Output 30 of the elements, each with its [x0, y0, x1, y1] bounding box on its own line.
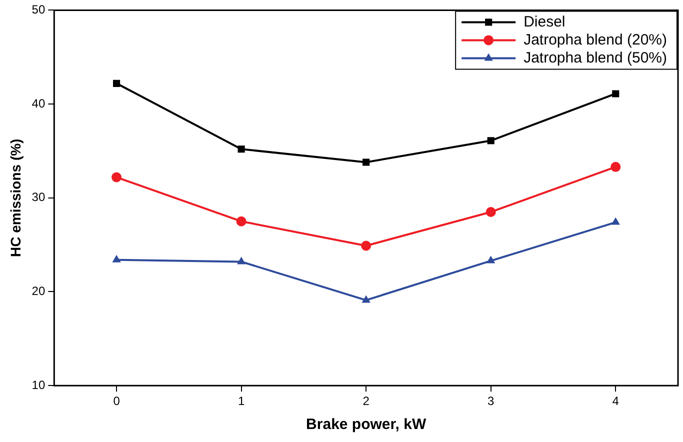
point — [112, 172, 122, 182]
y-axis-title: HC emissions (%) — [7, 138, 24, 258]
point — [361, 240, 372, 251]
legend-label: Jatropha blend (20%) — [524, 31, 668, 48]
x-tick-label: 1 — [238, 394, 245, 408]
y-tick-label: 30 — [32, 190, 46, 204]
point — [236, 256, 246, 264]
point — [486, 256, 496, 264]
point — [113, 80, 120, 87]
x-axis-title: Brake power, kW — [306, 416, 427, 434]
point — [238, 146, 245, 153]
point — [612, 90, 620, 98]
point — [112, 254, 121, 262]
x-tick-label: 3 — [488, 394, 494, 408]
legend-label: Jatropha blend (50%) — [524, 49, 668, 66]
y-tick-label: 40 — [32, 96, 46, 110]
x-tick-label: 2 — [362, 394, 370, 408]
point — [610, 162, 621, 172]
point — [362, 158, 370, 166]
point — [236, 216, 246, 226]
point — [486, 206, 496, 217]
legend-label: Diesel — [524, 13, 566, 30]
x-tick-label: 0 — [113, 394, 120, 408]
y-tick-label: 20 — [32, 284, 46, 298]
y-tick-label: 10 — [32, 378, 46, 392]
x-tick-label: 4 — [612, 394, 620, 408]
point — [362, 295, 370, 303]
point — [611, 217, 620, 225]
point — [487, 137, 494, 144]
y-tick-label: 50 — [32, 2, 46, 17]
